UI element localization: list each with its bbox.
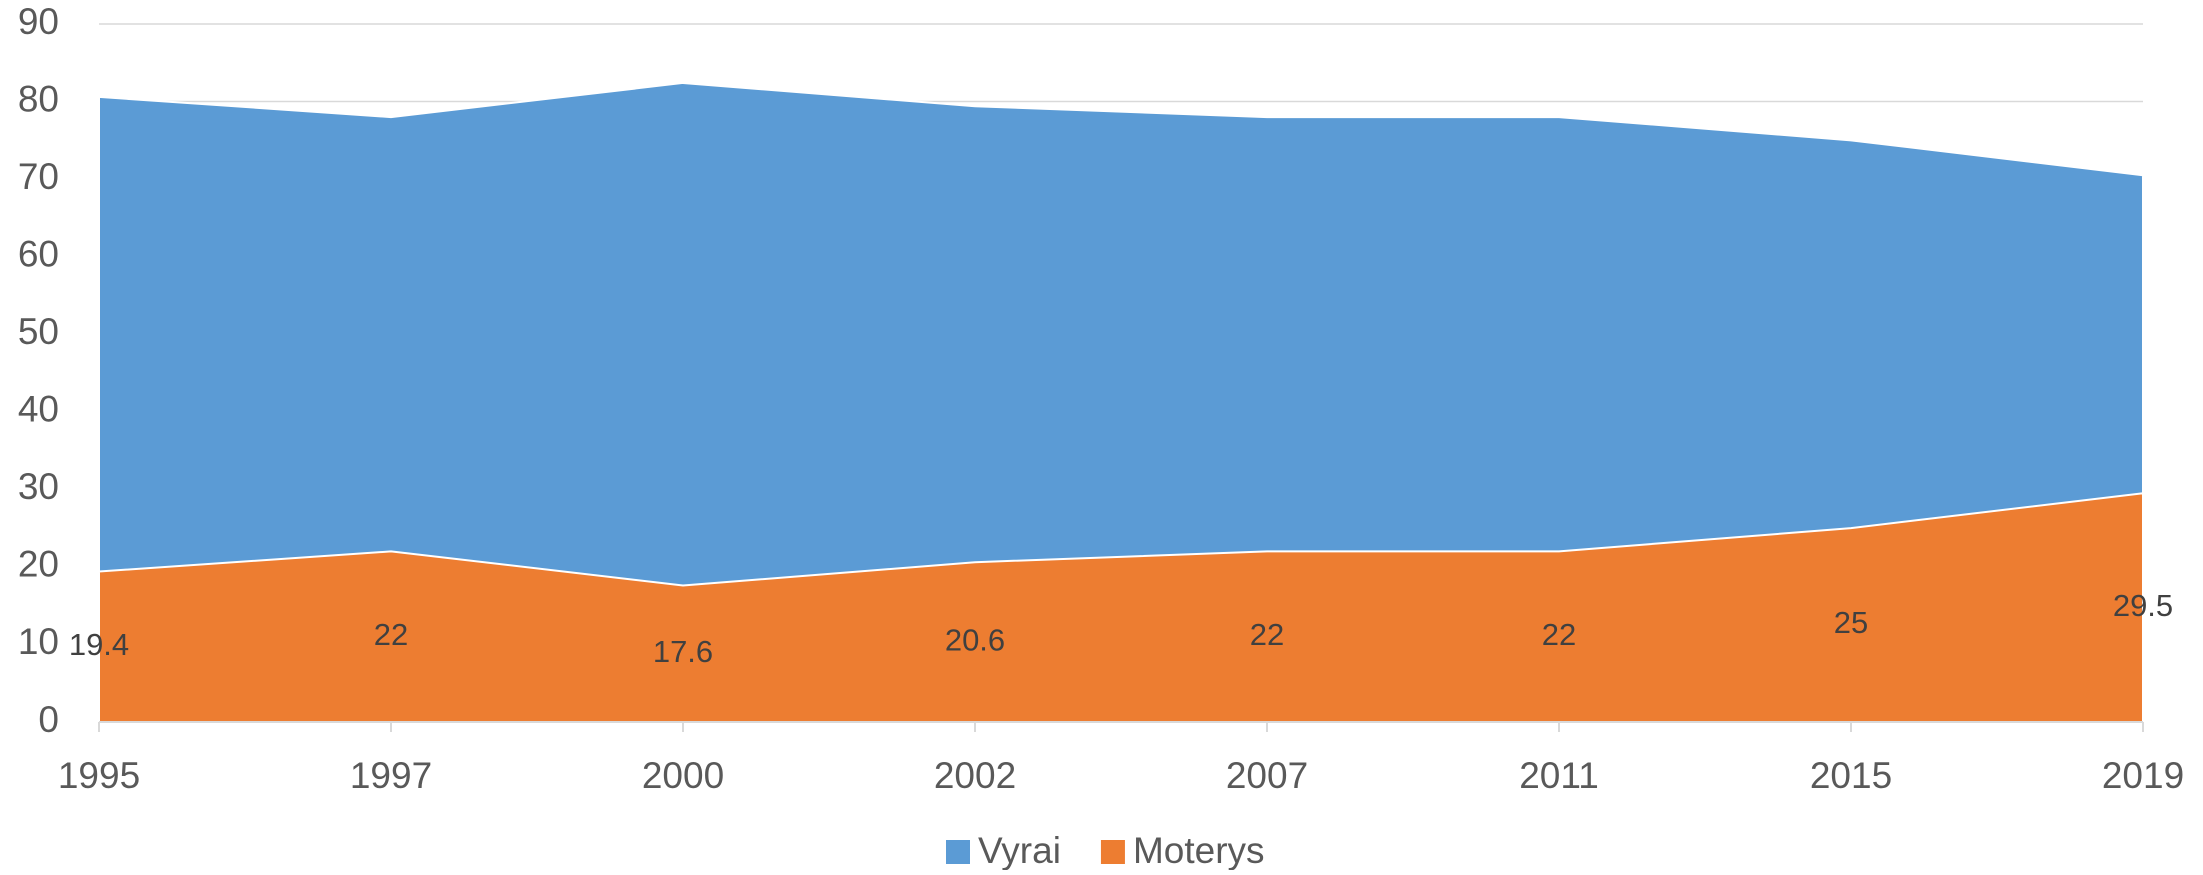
x-tick-label: 2007 — [1226, 755, 1308, 796]
data-label: 22 — [374, 617, 408, 652]
y-tick-label: 70 — [18, 156, 59, 197]
data-label: 19.4 — [69, 627, 129, 662]
data-label: 17.6 — [653, 634, 713, 669]
legend-label: Moterys — [1133, 830, 1265, 870]
y-tick-label: 30 — [18, 466, 59, 507]
x-tick-label: 2019 — [2102, 755, 2184, 796]
data-label: 22 — [1542, 617, 1576, 652]
x-tick-label: 2015 — [1810, 755, 1892, 796]
y-tick-label: 80 — [18, 78, 59, 119]
legend-swatch — [1100, 840, 1125, 864]
x-tick-label: 1997 — [350, 755, 432, 796]
y-tick-label: 10 — [18, 621, 59, 662]
x-tick-label: 2011 — [1519, 755, 1599, 796]
data-label: 20.6 — [945, 622, 1005, 657]
x-tick-label: 2000 — [642, 755, 724, 796]
x-tick-label: 2002 — [934, 755, 1016, 796]
y-tick-label: 40 — [18, 389, 59, 430]
data-label: 22 — [1250, 617, 1284, 652]
data-label: 29.5 — [2113, 588, 2173, 623]
y-tick-label: 60 — [18, 233, 59, 274]
y-tick-label: 0 — [38, 699, 59, 740]
y-tick-label: 50 — [18, 311, 59, 352]
x-tick-label: 1995 — [58, 755, 140, 796]
legend-label: Vyrai — [978, 830, 1061, 870]
data-label: 25 — [1834, 605, 1868, 640]
legend-swatch — [946, 840, 970, 864]
y-tick-label: 20 — [18, 544, 59, 585]
y-tick-label: 90 — [18, 1, 59, 42]
